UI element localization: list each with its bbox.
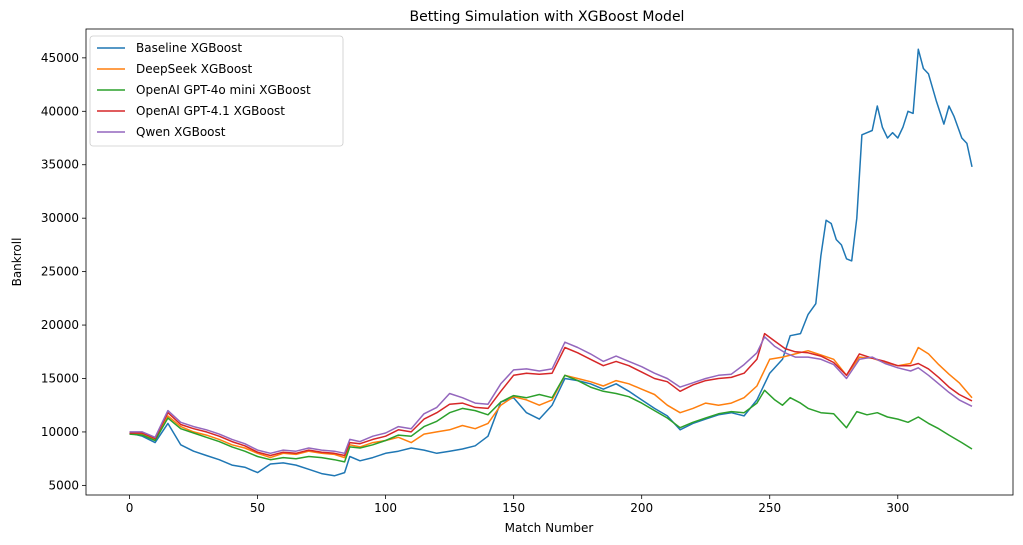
series-line-qwen-xgboost	[129, 336, 973, 455]
x-tick-label: 0	[126, 501, 134, 515]
x-tick-label: 300	[886, 501, 909, 515]
x-axis-title: Match Number	[505, 521, 594, 535]
legend-label: OpenAI GPT-4o mini XGBoost	[136, 83, 311, 97]
legend: Baseline XGBoost DeepSeek XGBoost OpenAI G…	[89, 35, 344, 147]
chart-title: Betting Simulation with XGBoost Model	[410, 9, 685, 25]
y-tick-label: 15000	[41, 372, 79, 386]
legend-box	[89, 35, 344, 147]
y-tick-label: 40000	[41, 104, 79, 118]
x-tick-label: 150	[502, 501, 525, 515]
plot-frame	[85, 28, 1014, 496]
y-tick-label: 30000	[41, 211, 79, 225]
y-tick-label: 5000	[48, 478, 79, 492]
y-tick-label: 35000	[41, 158, 79, 172]
x-tick-label: 100	[374, 501, 397, 515]
legend-label: Qwen XGBoost	[136, 125, 226, 139]
y-tick-label: 45000	[41, 51, 79, 65]
x-tick-label: 250	[758, 501, 781, 515]
series-line-deepseek-xgboost	[129, 346, 973, 459]
y-axis-title: Bankroll	[10, 238, 24, 287]
x-tick-label: 200	[630, 501, 653, 515]
series-line-openai-gpt-4-1-xgboost	[129, 332, 973, 457]
series-layer	[129, 48, 973, 477]
series-line-baseline-xgboost	[129, 48, 973, 477]
y-tick-label: 25000	[41, 265, 79, 279]
legend-label: DeepSeek XGBoost	[136, 62, 252, 76]
legend-label: Baseline XGBoost	[136, 41, 242, 55]
y-tick-label: 20000	[41, 318, 79, 332]
series-line-openai-gpt-4o-mini-xgboost	[129, 374, 973, 463]
y-tick-label: 10000	[41, 425, 79, 439]
legend-label: OpenAI GPT-4.1 XGBoost	[136, 104, 285, 118]
ticks-layer: 0 50 100 150 200 250 300 5000 10000 15000 20000 250…	[41, 51, 909, 515]
x-tick-label: 50	[250, 501, 265, 515]
